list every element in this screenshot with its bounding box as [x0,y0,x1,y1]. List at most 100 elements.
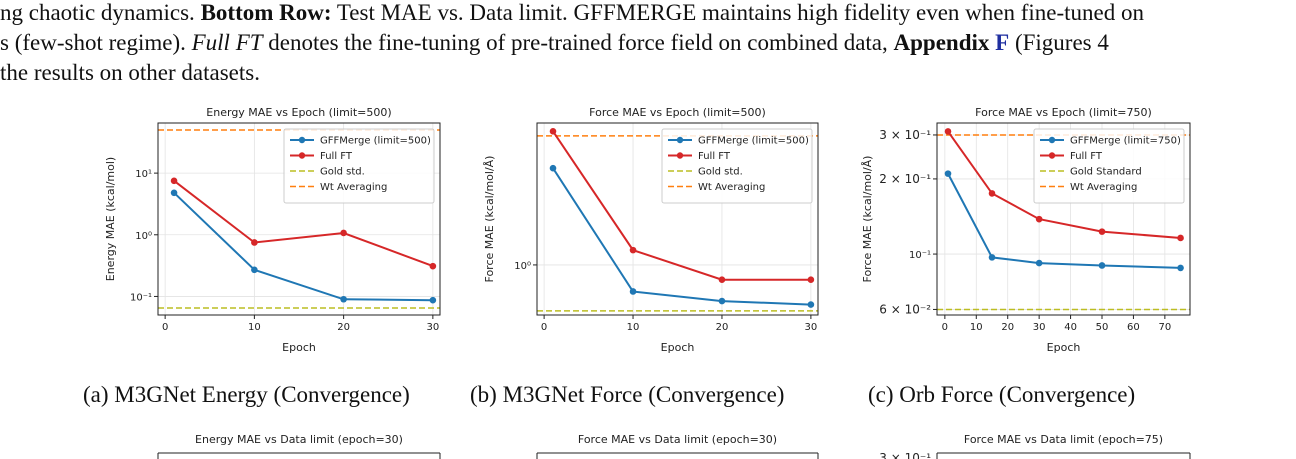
y-tick-label: 10⁰ [514,261,531,272]
y-tick-label: 10⁰ [135,231,152,242]
y-tick-label: 3 × 10⁻¹ [879,128,931,142]
series-line [552,167,811,306]
legend-label: Gold Standard [1070,167,1142,178]
legend-label: GFFMerge (limit=750) [1070,136,1181,147]
data-point [251,239,258,246]
x-tick-label: 20 [1001,322,1014,333]
legend-box [661,128,813,204]
series-line [173,180,434,268]
legend-label: Full FT [698,151,731,162]
data-point [718,276,726,284]
legend-label: Wt Averaging [320,182,387,193]
x-tick-label: 40 [1064,322,1077,333]
paragraph-line-2: s (few-shot regime). Full FT denotes the… [0,30,1109,55]
x-tick-label: 60 [1127,322,1140,333]
legend-marker [298,136,306,144]
y-tick-label: 10⁻¹ [130,292,152,303]
legend: GFFMerge (limit=750) Full FT Gold Standard… [1033,128,1185,204]
chart-1: 0 10 20 30 10¹ 10⁰ 10⁻¹ Energy MAE vs Epoch (li… [104,106,441,354]
x-tick-label: 20 [716,322,729,333]
legend-label: Gold std. [698,167,743,178]
data-point [1177,234,1184,242]
data-point [1177,264,1184,272]
legend-label: Wt Averaging [698,182,765,193]
data-point [944,128,952,135]
chart-title: Energy MAE vs Data limit (epoch=30) [195,433,403,446]
chart-4-partial: Energy MAE vs Data limit (epoch=30) [157,433,441,459]
x-axis-label: Epoch [1047,341,1081,354]
legend-label: GFFMerge (limit=500) [320,136,431,147]
data-point [944,170,952,177]
x-tick-label: 0 [162,322,168,333]
legend-label: Gold std. [320,167,365,178]
data-point [629,246,637,254]
legend-marker [676,136,684,144]
data-point [251,266,258,274]
data-point [429,296,437,304]
legend-box [283,128,435,204]
caption-b: (b) M3GNet Force (Convergence) [470,382,785,407]
x-tick-label: 10 [970,322,983,333]
plot-frame [936,122,1191,316]
y-tick-label: 10¹ [135,169,152,180]
x-tick-label: 20 [337,322,350,333]
data-point [988,190,996,197]
plot-frame [157,122,441,316]
x-tick-label: 10 [627,322,640,333]
caption-a: (a) M3GNet Energy (Convergence) [83,382,410,407]
y-tick-label: 3 × 10⁻¹ [879,451,931,459]
x-tick-label: 30 [426,322,439,333]
paragraph-line-3: the results on other datasets. [0,60,260,85]
legend-marker [298,152,306,159]
y-axis-label: Force MAE (kcal/mol/Å) [861,156,874,283]
x-tick-label: 0 [942,322,948,333]
data-point [429,262,437,270]
plot-frame [536,122,819,316]
legend-label: Full FT [320,151,353,162]
series-line [552,130,811,281]
y-tick-label: 2 × 10⁻¹ [879,172,931,186]
data-point [1098,262,1106,269]
data-point [988,254,996,261]
legend-label: Full FT [1070,151,1103,162]
legend-marker [676,152,684,159]
y-axis-label: Energy MAE (kcal/mol) [104,157,117,281]
appendix-link[interactable]: F [989,30,1010,55]
body-paragraph: ng chaotic dynamics. Bottom Row: Test MA… [0,0,1296,88]
x-tick-label: 30 [805,322,818,333]
chart-title: Force MAE vs Data limit (epoch=75) [964,433,1163,446]
legend: GFFMerge (limit=500) Full FT Gold std. Wt A… [283,128,435,204]
chart-5-partial: Force MAE vs Data limit (epoch=30) [536,433,819,459]
legend-label: Wt Averaging [1070,182,1137,193]
chart-6-partial: Force MAE vs Data limit (epoch=75) 3 × 10… [879,433,1191,459]
legend-marker [1048,152,1056,159]
data-point [1035,215,1043,223]
data-point [549,128,557,135]
x-axis-label: Epoch [282,341,316,354]
chart-title: Force MAE vs Epoch (limit=500) [589,106,766,119]
data-point [807,301,815,308]
chart-3: 0 10 20 30 40 50 60 70 3 × 10⁻¹ 2 × 10⁻¹ 10⁻¹ 6 × 1… [861,106,1191,354]
y-tick-label: 10⁻¹ [909,250,931,261]
chart-2: 0 10 20 30 10⁰ Force MAE vs Epoch (limit=500)… [483,106,819,354]
series-line [173,192,433,302]
legend-label: GFFMerge (limit=500) [698,136,809,147]
x-tick-label: 0 [541,322,547,333]
chart-title: Force MAE vs Epoch (limit=750) [975,106,1152,119]
data-point [170,189,178,197]
legend: GFFMerge (limit=500) Full FT Gold std. Wt A… [661,128,813,204]
legend-marker [1048,136,1056,144]
legend-box [1033,128,1185,204]
paragraph-line-1: ng chaotic dynamics. Bottom Row: Test MA… [0,0,1144,25]
y-axis-label: Force MAE (kcal/mol/Å) [483,156,496,283]
x-axis-label: Epoch [661,341,695,354]
x-tick-label: 30 [1033,322,1046,333]
data-point [1098,228,1106,235]
data-point [340,295,347,303]
chart-title: Energy MAE vs Epoch (limit=500) [206,106,391,119]
data-point [340,229,347,237]
chart-title: Force MAE vs Data limit (epoch=30) [578,433,777,446]
y-tick-label: 6 × 10⁻² [879,302,931,316]
data-point [629,288,637,295]
caption-c: (c) Orb Force (Convergence) [868,382,1136,407]
